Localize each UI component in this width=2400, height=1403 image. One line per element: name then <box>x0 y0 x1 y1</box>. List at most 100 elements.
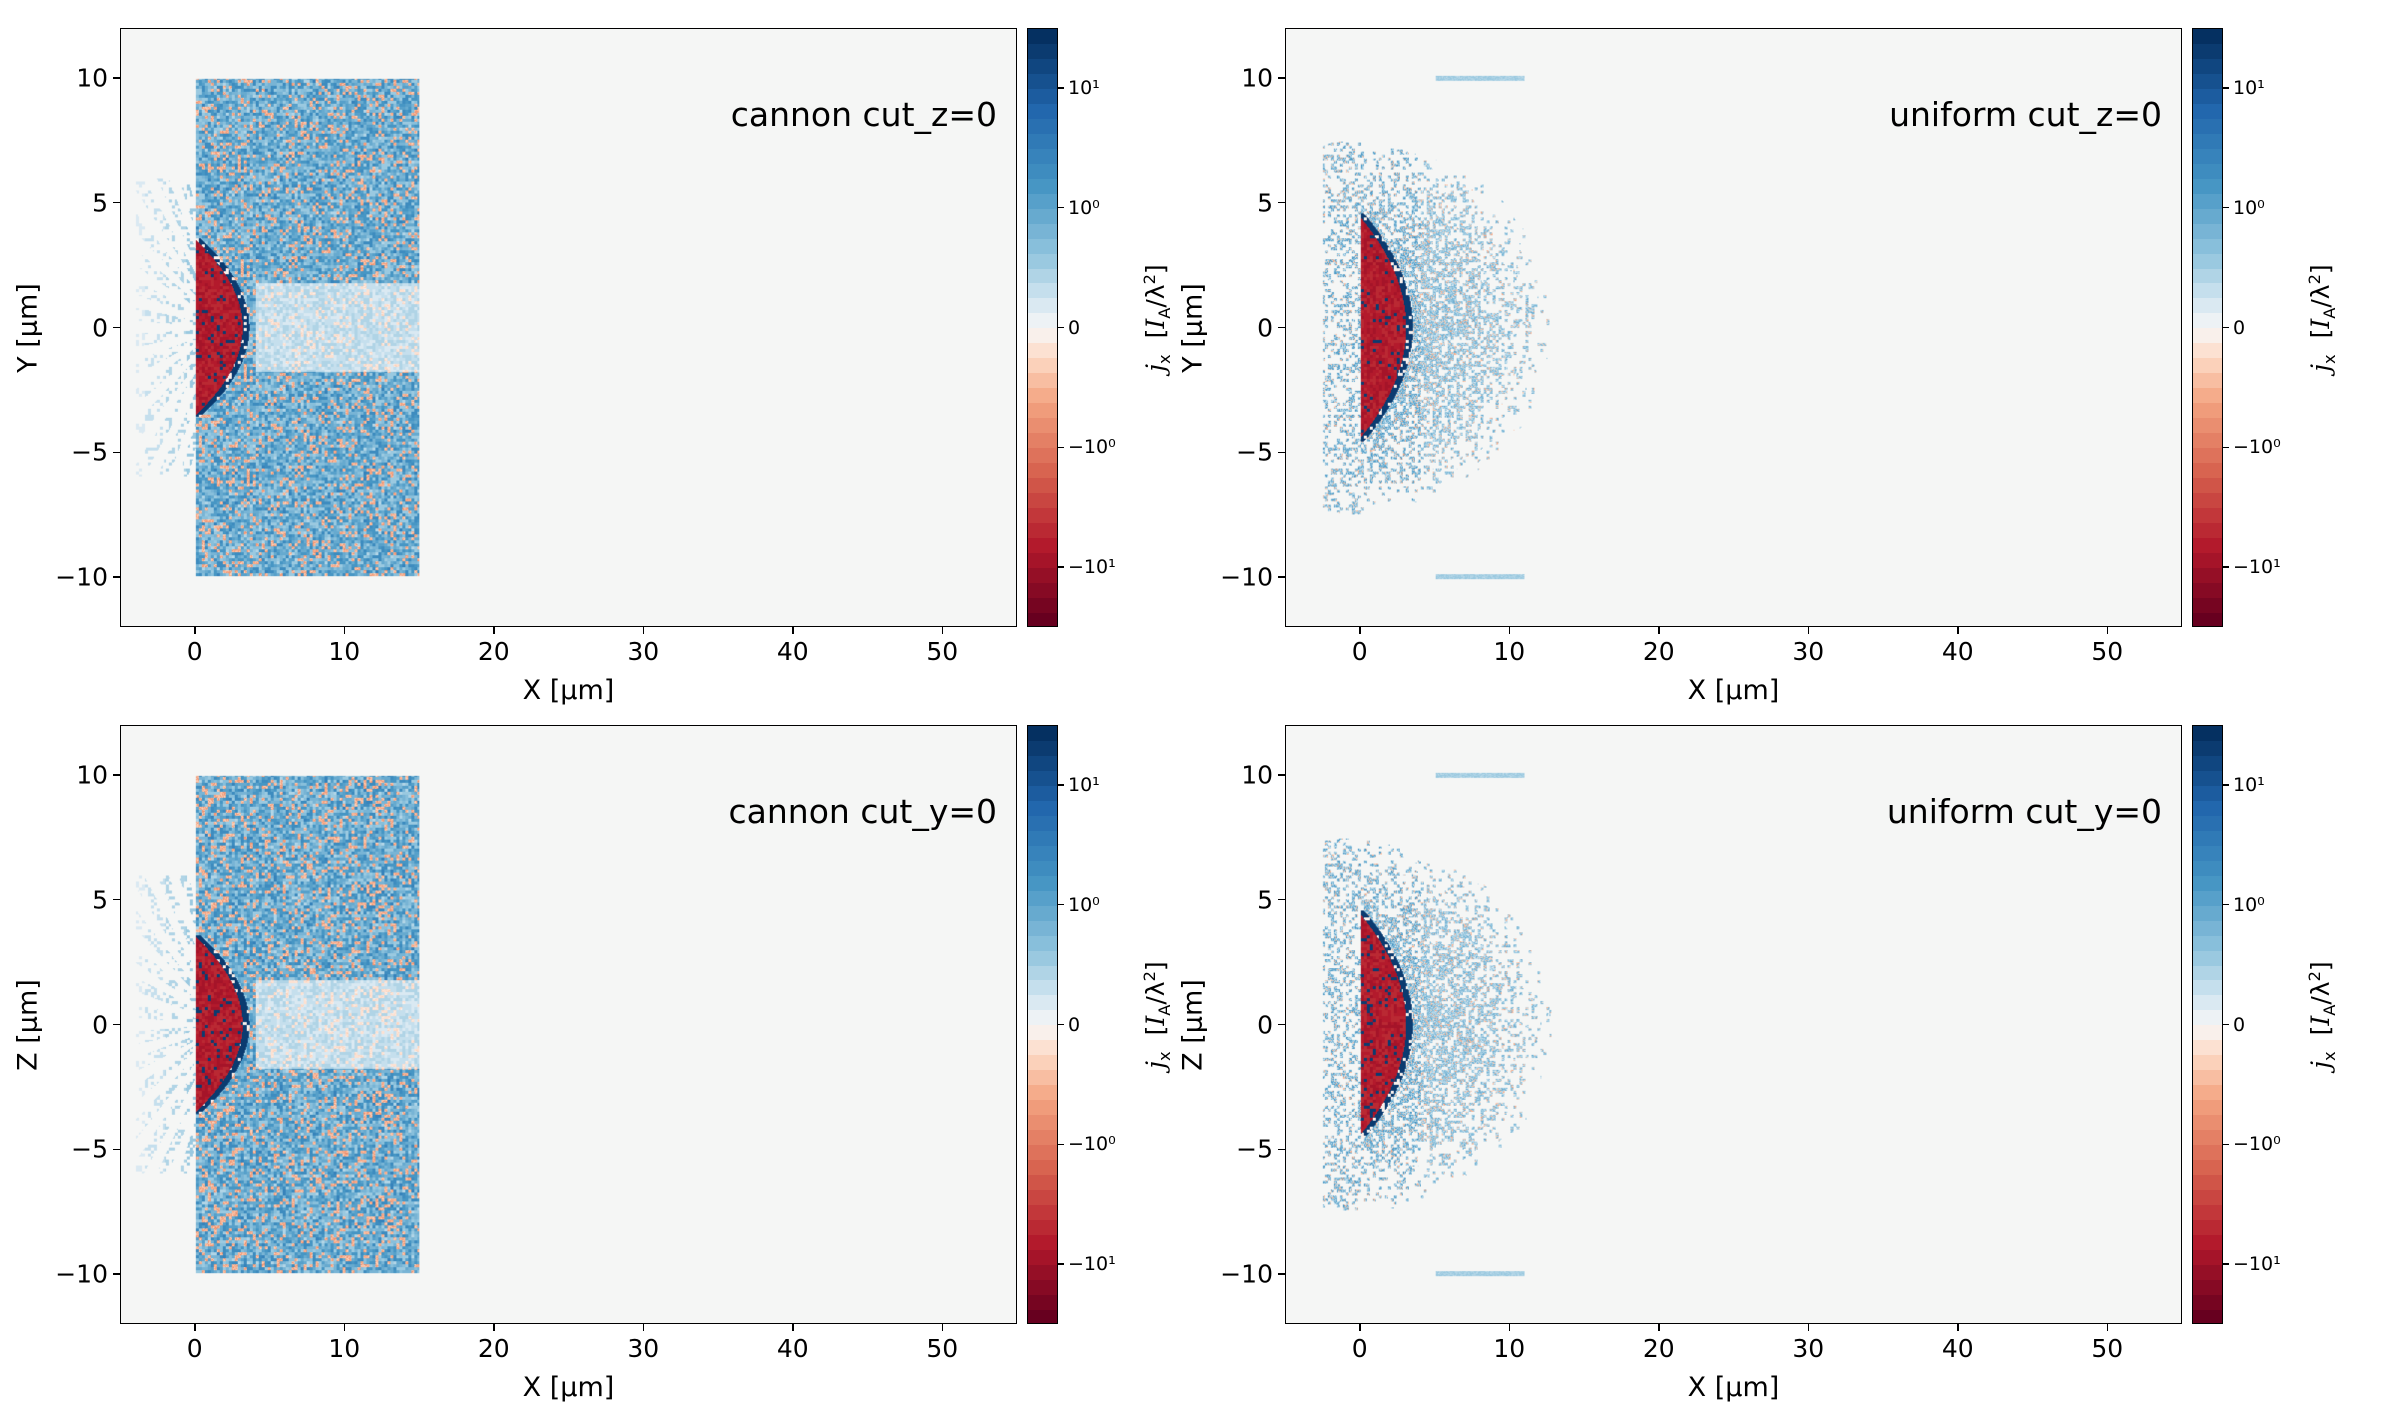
colorbar-tick-mark <box>1058 566 1064 568</box>
y-tick-label: −10 <box>55 562 108 592</box>
y-tick-label: −5 <box>1236 437 1273 467</box>
x-tick-label: 20 <box>1642 637 1675 666</box>
colorbar-level <box>1028 755 1057 771</box>
colorbar-level <box>1028 995 1057 1011</box>
colorbar-level <box>1028 935 1057 951</box>
colorbar-tick-mark <box>2223 326 2229 329</box>
y-tick-mark <box>113 898 120 901</box>
colorbar-tick-mark <box>2223 784 2229 786</box>
colorbar-level <box>1028 223 1057 239</box>
colorbar-level <box>1028 965 1057 981</box>
x-tick-mark <box>1658 1324 1660 1331</box>
y-tick-label: −5 <box>71 1134 108 1164</box>
y-tick-label: −5 <box>1236 1134 1273 1164</box>
y-tick-label: 10 <box>76 760 108 790</box>
colorbar-tick-mark <box>1058 1263 1064 1265</box>
y-tick-label: −10 <box>1220 1259 1273 1289</box>
colorbar-tick-label: 10⁰ <box>1068 893 1100 916</box>
colorbar-level <box>2193 1070 2222 1086</box>
colorbar-label-part: A <box>1155 1004 1175 1016</box>
colorbar-label-part: 2 <box>1139 970 1159 981</box>
colorbar-level <box>1028 1205 1057 1220</box>
colorbar-level <box>1028 298 1057 314</box>
y-tick-label: 10 <box>76 63 108 93</box>
colorbar-label-part: /λ <box>2306 980 2336 1005</box>
x-tick-label: 40 <box>776 637 809 666</box>
colorbar-level <box>2193 785 2222 801</box>
y-tick-label: 0 <box>1257 313 1273 342</box>
colorbar-level <box>2193 193 2222 209</box>
heatmap-axes: uniform cut_z=0 <box>1285 28 2182 627</box>
colorbar-label-part: A <box>2320 307 2340 319</box>
colorbar-label-part: 2 <box>1139 273 1159 284</box>
colorbar-level <box>1028 1085 1057 1101</box>
y-tick-mark <box>1278 1023 1285 1026</box>
x-tick-mark <box>343 1324 345 1331</box>
colorbar-level <box>1028 875 1057 891</box>
colorbar-label-part <box>1141 338 1170 354</box>
colorbar-label: jx [IA/λ2] <box>2305 264 2339 371</box>
y-tick-label: 10 <box>1241 63 1273 93</box>
colorbar-label-part <box>2306 338 2335 354</box>
heatmap-axes: cannon cut_y=0 <box>120 725 1017 1324</box>
colorbar-level <box>1028 1175 1057 1191</box>
colorbar-level <box>1028 148 1057 164</box>
x-tick-label: 50 <box>926 637 959 666</box>
colorbar-level <box>2193 1205 2222 1220</box>
x-tick-mark <box>642 1324 644 1331</box>
colorbar-level <box>2193 1234 2222 1250</box>
colorbar-level <box>1028 178 1057 194</box>
colorbar-level <box>2193 1040 2222 1056</box>
x-tick-label: 10 <box>1493 1334 1526 1363</box>
heatmap-image <box>121 29 1016 626</box>
y-tick-mark <box>113 1148 120 1151</box>
y-tick-mark <box>113 451 120 454</box>
colorbar-level <box>2193 1264 2222 1280</box>
colorbar-tick-label: −10⁰ <box>1068 1133 1116 1156</box>
colorbar-level <box>2193 890 2222 906</box>
colorbar-level <box>2193 283 2222 299</box>
colorbar-level <box>1028 103 1057 119</box>
colorbar-label-part: ] <box>2306 263 2336 274</box>
colorbar-level <box>2193 463 2222 479</box>
colorbar-tick-mark <box>2223 1263 2229 1265</box>
x-tick-mark <box>343 627 345 634</box>
colorbar-level <box>2193 238 2222 254</box>
colorbar-level <box>1028 1115 1057 1131</box>
x-tick-mark <box>194 627 196 634</box>
x-tick-label: 50 <box>2091 637 2124 666</box>
y-tick-label: −5 <box>71 437 108 467</box>
colorbar-level <box>2193 118 2222 134</box>
colorbar-level <box>2193 1055 2222 1071</box>
x-tick-label: 20 <box>1642 1334 1675 1363</box>
colorbar-level <box>1028 283 1057 299</box>
colorbar-level <box>2193 830 2222 846</box>
colorbar-level <box>2193 1160 2222 1176</box>
colorbar-level <box>1028 493 1057 508</box>
colorbar-label-part <box>2306 1035 2335 1051</box>
y-tick-mark <box>113 576 120 578</box>
heatmap-image <box>1286 726 2181 1323</box>
colorbar-level <box>2193 1190 2222 1205</box>
colorbar-label-part: [ <box>1141 328 1171 338</box>
colorbar-label-part: /λ <box>1141 283 1171 308</box>
colorbar-level <box>2193 268 2222 284</box>
colorbar-level <box>2193 726 2222 741</box>
x-tick-mark <box>941 1324 943 1331</box>
colorbar-label-part: I <box>2306 1015 2336 1026</box>
x-tick-mark <box>1508 627 1510 634</box>
colorbar-level <box>1028 508 1057 523</box>
x-tick-mark <box>941 627 943 634</box>
x-tick-mark <box>493 1324 495 1331</box>
x-tick-mark <box>1807 1324 1809 1331</box>
colorbar-level <box>1028 43 1057 59</box>
colorbar-level <box>2193 552 2222 568</box>
colorbar-level <box>1028 478 1057 494</box>
colorbar-level <box>1028 1040 1057 1056</box>
colorbar-level <box>1028 1249 1057 1265</box>
y-tick-mark <box>113 1273 120 1275</box>
colorbar-level <box>1028 1219 1057 1235</box>
colorbar-level <box>2193 740 2222 756</box>
heatmap-image <box>1286 29 2181 626</box>
colorbar-tick-mark <box>1058 326 1064 329</box>
